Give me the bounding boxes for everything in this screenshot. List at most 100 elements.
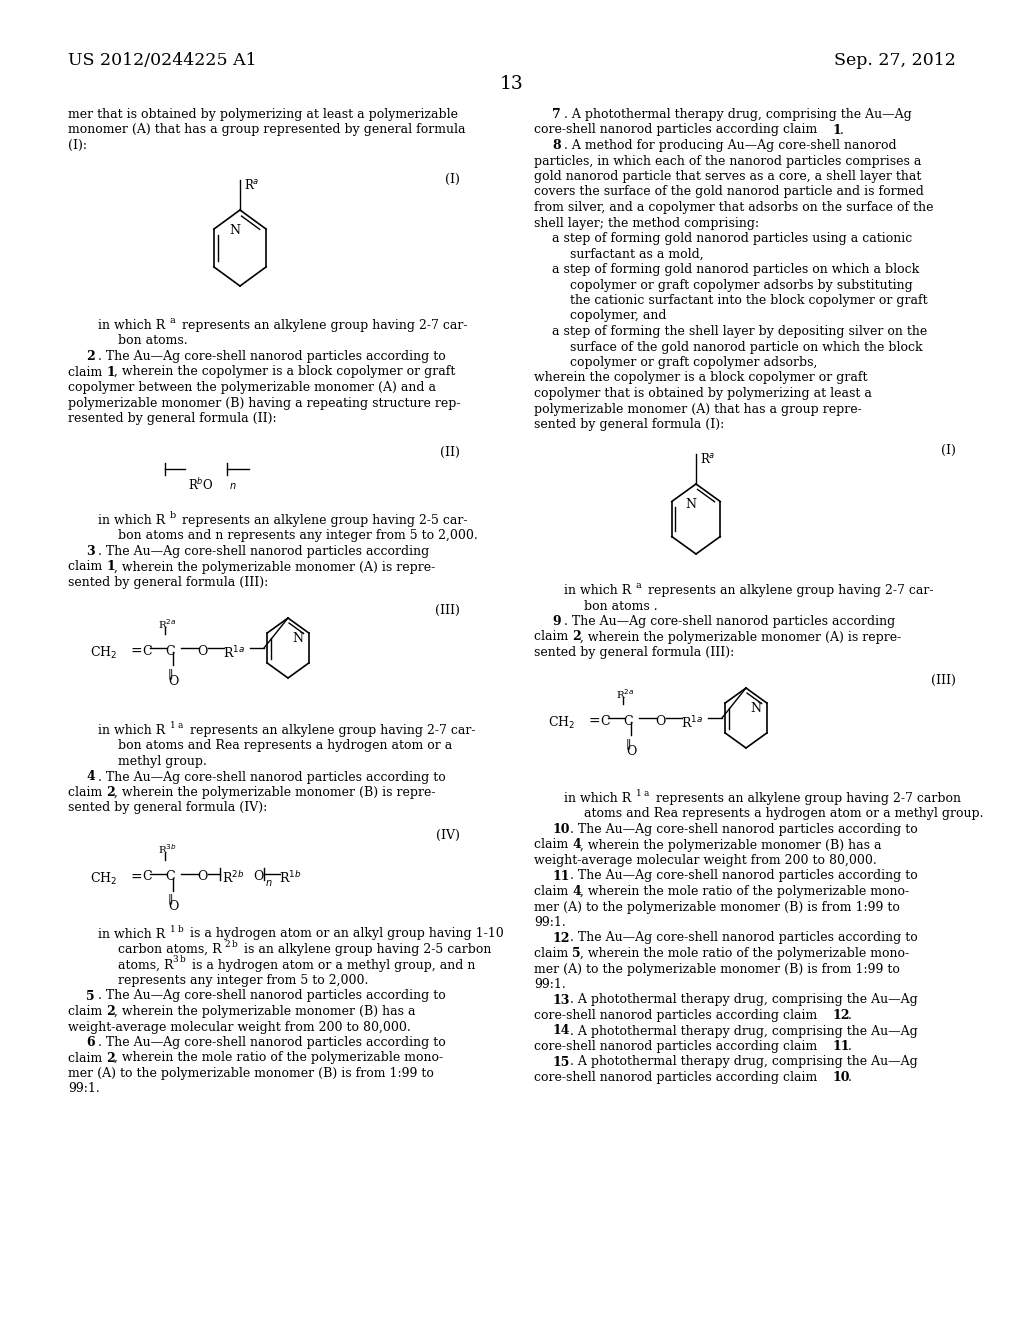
- Text: bon atoms and Rea represents a hydrogen atom or a: bon atoms and Rea represents a hydrogen …: [118, 739, 453, 752]
- Text: . The Au—Ag core-shell nanorod particles according: . The Au—Ag core-shell nanorod particles…: [98, 545, 429, 558]
- Text: , wherein the polymerizable monomer (A) is repre-: , wherein the polymerizable monomer (A) …: [114, 561, 435, 573]
- Text: copolymer or graft copolymer adsorbs by substituting: copolymer or graft copolymer adsorbs by …: [570, 279, 912, 292]
- Text: R$^a$: R$^a$: [244, 178, 259, 191]
- Text: sented by general formula (III):: sented by general formula (III):: [68, 576, 268, 589]
- Text: . A photothermal therapy drug, comprising the Au—Ag: . A photothermal therapy drug, comprisin…: [570, 1056, 918, 1068]
- Text: claim: claim: [534, 838, 572, 851]
- Text: claim: claim: [68, 785, 106, 799]
- Text: claim: claim: [68, 366, 106, 379]
- Text: copolymer that is obtained by polymerizing at least a: copolymer that is obtained by polymerizi…: [534, 387, 871, 400]
- Text: 1: 1: [831, 124, 841, 136]
- Text: a step of forming gold nanorod particles using a cationic: a step of forming gold nanorod particles…: [552, 232, 912, 246]
- Text: O: O: [168, 675, 178, 688]
- Text: in which R: in which R: [98, 319, 165, 333]
- Text: sented by general formula (IV):: sented by general formula (IV):: [68, 801, 267, 814]
- Text: 6: 6: [86, 1036, 94, 1049]
- Text: . The Au—Ag core-shell nanorod particles according to: . The Au—Ag core-shell nanorod particles…: [98, 771, 445, 784]
- Text: 10: 10: [552, 822, 569, 836]
- Text: N: N: [292, 632, 303, 645]
- Text: . The Au—Ag core-shell nanorod particles according to: . The Au—Ag core-shell nanorod particles…: [570, 822, 918, 836]
- Text: O: O: [655, 715, 666, 729]
- Text: $\|$: $\|$: [167, 892, 173, 907]
- Text: 4: 4: [572, 884, 581, 898]
- Text: R$^{2a}$: R$^{2a}$: [616, 686, 635, 701]
- Text: $\mathit{n}$: $\mathit{n}$: [229, 480, 237, 491]
- Text: CH$_2$: CH$_2$: [90, 645, 117, 661]
- Text: R$^{2a}$: R$^{2a}$: [158, 616, 176, 631]
- Text: CH$_2$: CH$_2$: [90, 870, 117, 887]
- Text: sented by general formula (I):: sented by general formula (I):: [534, 418, 724, 432]
- Text: R$^{3b}$: R$^{3b}$: [158, 842, 177, 857]
- Text: is a hydrogen atom or a methyl group, and n: is a hydrogen atom or a methyl group, an…: [188, 958, 475, 972]
- Text: R$^{1a}$: R$^{1a}$: [681, 715, 702, 731]
- Text: N: N: [229, 224, 241, 238]
- Text: . The Au—Ag core-shell nanorod particles according to: . The Au—Ag core-shell nanorod particles…: [570, 932, 918, 945]
- Text: wherein the copolymer is a block copolymer or graft: wherein the copolymer is a block copolym…: [534, 371, 867, 384]
- Text: 2: 2: [106, 1005, 115, 1018]
- Text: , wherein the polymerizable monomer (B) is repre-: , wherein the polymerizable monomer (B) …: [114, 785, 435, 799]
- Text: mer (A) to the polymerizable monomer (B) is from 1:99 to: mer (A) to the polymerizable monomer (B)…: [534, 900, 900, 913]
- Text: N: N: [750, 702, 761, 715]
- Text: represents an alkylene group having 2-7 car-: represents an alkylene group having 2-7 …: [186, 723, 475, 737]
- Text: 8: 8: [552, 139, 560, 152]
- Text: C: C: [142, 645, 152, 657]
- Text: b: b: [170, 511, 176, 520]
- Text: O: O: [626, 744, 636, 758]
- Text: $\mathit{n}$: $\mathit{n}$: [265, 879, 272, 888]
- Text: mer (A) to the polymerizable monomer (B) is from 1:99 to: mer (A) to the polymerizable monomer (B)…: [534, 962, 900, 975]
- Text: 99:1.: 99:1.: [534, 978, 565, 991]
- Text: b: b: [180, 956, 185, 965]
- Text: 99:1.: 99:1.: [68, 1082, 99, 1096]
- Text: 2: 2: [572, 631, 581, 644]
- Text: represents an alkylene group having 2-7 car-: represents an alkylene group having 2-7 …: [178, 319, 468, 333]
- Text: 1: 1: [170, 924, 176, 933]
- Text: O: O: [253, 870, 263, 883]
- Text: copolymer, and: copolymer, and: [570, 309, 667, 322]
- Text: represents an alkylene group having 2-5 car-: represents an alkylene group having 2-5 …: [178, 513, 468, 527]
- Text: covers the surface of the gold nanorod particle and is formed: covers the surface of the gold nanorod p…: [534, 186, 924, 198]
- Text: , wherein the copolymer is a block copolymer or graft: , wherein the copolymer is a block copol…: [114, 366, 456, 379]
- Text: . A photothermal therapy drug, comprising the Au—Ag: . A photothermal therapy drug, comprisin…: [570, 1024, 918, 1038]
- Text: copolymer or graft copolymer adsorbs,: copolymer or graft copolymer adsorbs,: [570, 356, 817, 370]
- Text: 1: 1: [636, 789, 642, 799]
- Text: .: .: [848, 1071, 852, 1084]
- Text: represents an alkylene group having 2-7 car-: represents an alkylene group having 2-7 …: [644, 583, 934, 597]
- Text: (IV): (IV): [436, 829, 460, 842]
- Text: shell layer; the method comprising:: shell layer; the method comprising:: [534, 216, 759, 230]
- Text: , wherein the polymerizable monomer (B) has a: , wherein the polymerizable monomer (B) …: [114, 1005, 416, 1018]
- Text: core-shell nanorod particles according claim: core-shell nanorod particles according c…: [534, 1071, 821, 1084]
- Text: a: a: [636, 581, 642, 590]
- Text: (III): (III): [435, 603, 460, 616]
- Text: 2: 2: [106, 785, 115, 799]
- Text: claim: claim: [534, 884, 572, 898]
- Text: Sep. 27, 2012: Sep. 27, 2012: [835, 51, 956, 69]
- Text: O: O: [197, 645, 208, 657]
- Text: mer that is obtained by polymerizing at least a polymerizable: mer that is obtained by polymerizing at …: [68, 108, 458, 121]
- Text: C: C: [623, 715, 633, 729]
- Text: 2: 2: [224, 940, 229, 949]
- Text: R$^{1a}$: R$^{1a}$: [223, 645, 245, 661]
- Text: is an alkylene group having 2-5 carbon: is an alkylene group having 2-5 carbon: [240, 942, 492, 956]
- Text: a: a: [644, 789, 649, 799]
- Text: C: C: [600, 715, 609, 729]
- Text: (III): (III): [931, 673, 956, 686]
- Text: copolymer between the polymerizable monomer (A) and a: copolymer between the polymerizable mono…: [68, 381, 436, 393]
- Text: a: a: [178, 721, 183, 730]
- Text: (I): (I): [941, 444, 956, 457]
- Text: bon atoms and n represents any integer from 5 to 2,000.: bon atoms and n represents any integer f…: [118, 529, 478, 543]
- Text: 4: 4: [572, 838, 581, 851]
- Text: core-shell nanorod particles according claim: core-shell nanorod particles according c…: [534, 1040, 821, 1053]
- Text: 5: 5: [86, 990, 94, 1002]
- Text: 1: 1: [106, 561, 115, 573]
- Text: . The Au—Ag core-shell nanorod particles according: . The Au—Ag core-shell nanorod particles…: [564, 615, 895, 628]
- Text: claim: claim: [534, 631, 572, 644]
- Text: surfactant as a mold,: surfactant as a mold,: [570, 248, 703, 260]
- Text: 1: 1: [106, 366, 115, 379]
- Text: $\|$: $\|$: [167, 667, 173, 681]
- Text: core-shell nanorod particles according claim: core-shell nanorod particles according c…: [534, 124, 821, 136]
- Text: $=$: $=$: [128, 643, 142, 657]
- Text: 99:1.: 99:1.: [534, 916, 565, 929]
- Text: 13: 13: [552, 994, 569, 1006]
- Text: , wherein the polymerizable monomer (A) is repre-: , wherein the polymerizable monomer (A) …: [580, 631, 901, 644]
- Text: sented by general formula (III):: sented by general formula (III):: [534, 645, 734, 659]
